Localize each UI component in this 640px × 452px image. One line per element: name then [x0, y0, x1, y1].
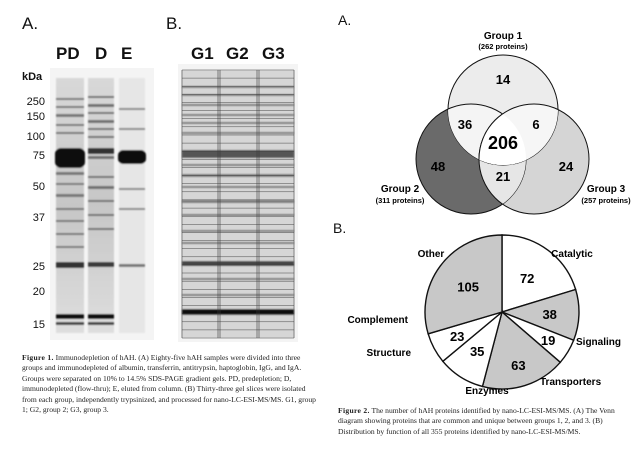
lane-label-pd: PD	[56, 44, 80, 63]
marker-20: 20	[32, 286, 45, 298]
fig1-panel-a-letter: A.	[22, 14, 39, 33]
lane-label-g3: G3	[262, 44, 285, 63]
venn-g1-g2: 36	[458, 117, 472, 132]
lane-label-g2: G2	[226, 44, 249, 63]
pie-value-structure: 35	[470, 344, 484, 359]
venn-group1-name: Group 1	[484, 31, 523, 42]
marker-15: 15	[32, 319, 45, 331]
function-pie-chart: 72 38 19 63 35 23 105 Catalytic Signaling Transp…	[347, 234, 621, 397]
marker-75: 75	[32, 150, 45, 162]
marker-37: 37	[32, 212, 45, 224]
venn-only3: 24	[559, 159, 574, 174]
pie-slice-catalytic	[501, 234, 577, 313]
pie-slice-enzymes	[481, 310, 562, 390]
figure2-caption: Figure 2. The number of hAH proteins ide…	[338, 406, 634, 437]
marker-150: 150	[26, 111, 45, 123]
lane-label-e: E	[121, 44, 133, 63]
fig1-panel-b-letter: B.	[166, 14, 183, 33]
figure1-caption-text: Immunodepletion of hAH. (A) Eighty-five …	[22, 353, 316, 415]
figure2-caption-text: The number of hAH proteins identified by…	[338, 406, 615, 436]
gel-image-b	[178, 64, 298, 342]
fig2-panel-b-letter: B.	[333, 220, 347, 236]
pie-label-complement: Complement	[347, 315, 408, 326]
kda-label: kDa	[22, 71, 43, 83]
venn-only1: 14	[496, 72, 511, 87]
venn-group3-count: (257 proteins)	[581, 196, 631, 205]
pie-label-catalytic: Catalytic	[551, 249, 593, 260]
pie-value-enzymes: 63	[511, 358, 525, 373]
figure1-caption: Figure 1. Immunodepletion of hAH. (A) Ei…	[22, 353, 318, 415]
lane-label-g1: G1	[191, 44, 214, 63]
pie-label-signaling: Signaling	[576, 337, 621, 348]
venn-only2: 48	[431, 159, 445, 174]
marker-50: 50	[32, 181, 45, 193]
pie-value-transporters: 19	[541, 333, 555, 348]
pie-label-structure: Structure	[367, 348, 412, 359]
figure2-caption-title: Figure 2.	[338, 406, 370, 415]
pie-value-signaling: 38	[542, 307, 556, 322]
venn-group2-name: Group 2	[381, 184, 420, 195]
venn-group1-count: (262 proteins)	[478, 42, 528, 51]
marker-25: 25	[32, 261, 45, 273]
venn-group2-count: (311 proteins)	[376, 196, 425, 205]
pie-label-transporters: Transporters	[540, 377, 602, 388]
pie-value-other: 105	[457, 280, 479, 295]
venn-region-all	[478, 104, 526, 165]
marker-100: 100	[26, 131, 45, 143]
lane-label-d: D	[95, 44, 108, 63]
pie-label-enzymes: Enzymes	[465, 386, 509, 397]
venn-diagram: Group 1 (262 proteins) 14 36 6 206 21 48…	[376, 31, 631, 215]
figure1-caption-title: Figure 1.	[22, 353, 54, 362]
gel-image-a	[50, 68, 154, 340]
pie-label-other: Other	[418, 249, 445, 260]
pie-value-catalytic: 72	[520, 271, 534, 286]
venn-all: 206	[488, 133, 518, 153]
fig2-panel-a-letter: A.	[338, 12, 352, 28]
marker-250: 250	[26, 96, 45, 108]
venn-g1-g3: 6	[532, 117, 539, 132]
pie-slice-other	[424, 234, 503, 335]
pie-value-complement: 23	[450, 329, 464, 344]
venn-g2-g3: 21	[496, 169, 510, 184]
venn-group3-name: Group 3	[587, 184, 626, 195]
